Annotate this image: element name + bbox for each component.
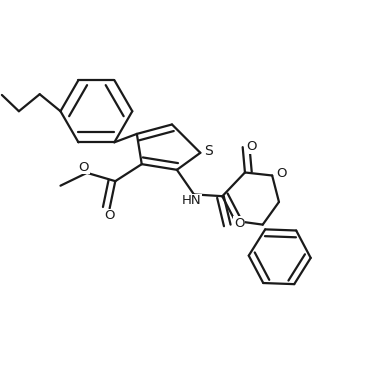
Text: O: O (276, 167, 287, 181)
Text: O: O (104, 209, 115, 223)
Text: HN: HN (182, 194, 202, 207)
Text: O: O (246, 140, 257, 153)
Text: S: S (204, 144, 213, 158)
Text: O: O (79, 161, 89, 174)
Text: O: O (234, 217, 245, 230)
